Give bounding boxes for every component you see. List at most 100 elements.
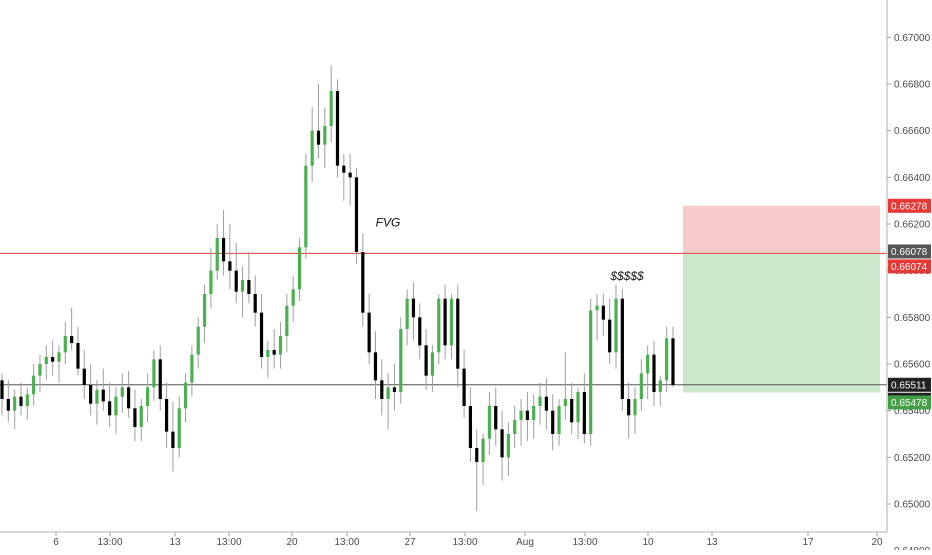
candle bbox=[297, 238, 302, 301]
candle-body bbox=[354, 177, 359, 252]
candle bbox=[234, 242, 238, 304]
candle bbox=[620, 289, 624, 411]
candle-body bbox=[418, 317, 422, 346]
candle-body bbox=[614, 298, 618, 353]
candle-body bbox=[190, 354, 194, 383]
candle-body bbox=[0, 380, 4, 399]
x-tick-label: 6 bbox=[53, 537, 59, 548]
take-profit-zone[interactable] bbox=[683, 252, 880, 393]
entry-price-tag: 0.66078 bbox=[888, 244, 931, 259]
candle bbox=[247, 252, 251, 304]
candle bbox=[665, 326, 669, 392]
candle bbox=[424, 329, 428, 390]
candle bbox=[608, 298, 612, 364]
candle bbox=[38, 354, 42, 392]
candle bbox=[392, 364, 397, 411]
candle bbox=[367, 294, 371, 364]
candle-body bbox=[658, 380, 662, 392]
candle bbox=[253, 275, 257, 327]
candle-body bbox=[437, 298, 441, 353]
candle bbox=[177, 396, 181, 458]
candle bbox=[51, 340, 55, 376]
candle bbox=[19, 382, 23, 416]
candle bbox=[399, 317, 403, 404]
candle bbox=[114, 387, 118, 434]
candle-body bbox=[551, 410, 555, 434]
candle bbox=[291, 275, 295, 322]
candle-body bbox=[608, 319, 612, 353]
candle bbox=[304, 154, 308, 259]
candle-body bbox=[456, 298, 460, 369]
candle-body bbox=[532, 406, 536, 420]
candle-body bbox=[114, 396, 118, 416]
candle-body bbox=[253, 294, 257, 313]
candle-body bbox=[487, 406, 492, 439]
candle bbox=[538, 382, 542, 425]
candle-body bbox=[44, 357, 48, 364]
candle-body bbox=[6, 399, 10, 411]
position-zones[interactable] bbox=[683, 205, 880, 393]
candle bbox=[646, 345, 650, 399]
candle-body bbox=[127, 387, 131, 409]
x-axis[interactable]: 6 13:00 13 13:00 20 13:00 27 13:00 Aug 13:00 10 13 1… bbox=[0, 531, 887, 548]
candle bbox=[196, 317, 200, 369]
candle-body bbox=[183, 382, 188, 409]
stop-loss-zone[interactable] bbox=[683, 205, 880, 253]
candle bbox=[278, 322, 283, 369]
candle-body bbox=[38, 364, 42, 376]
candle-body bbox=[519, 410, 523, 420]
entry-price-tag-bg bbox=[888, 244, 931, 259]
candle-body bbox=[76, 343, 80, 369]
current-price-tag-bg bbox=[888, 377, 931, 392]
x-tick-label: 20 bbox=[286, 537, 298, 548]
candle-body bbox=[475, 448, 479, 462]
candle-body bbox=[367, 312, 371, 353]
candle bbox=[563, 352, 567, 420]
candle-body bbox=[240, 280, 245, 292]
candle bbox=[405, 289, 409, 346]
candles bbox=[0, 65, 675, 511]
candle bbox=[506, 422, 510, 476]
candle bbox=[44, 345, 48, 381]
candle bbox=[32, 364, 36, 406]
candle bbox=[418, 303, 422, 360]
candle bbox=[481, 434, 485, 486]
candle-body bbox=[430, 352, 435, 376]
candle bbox=[500, 410, 504, 481]
candle-body bbox=[133, 408, 137, 427]
x-tick-label: 10 bbox=[642, 537, 654, 548]
candle-body bbox=[494, 406, 498, 430]
candle-body bbox=[500, 429, 504, 458]
candle bbox=[209, 247, 213, 308]
candle-body bbox=[329, 91, 333, 126]
candle bbox=[557, 399, 561, 446]
candle bbox=[532, 394, 536, 439]
candle-body bbox=[304, 165, 308, 248]
candle-body bbox=[57, 352, 61, 362]
candle bbox=[133, 389, 137, 441]
candle-body bbox=[285, 305, 289, 336]
candle bbox=[183, 373, 188, 423]
y-tick-label: 0.65800 bbox=[894, 313, 931, 324]
x-tick-label: 17 bbox=[802, 537, 814, 548]
y-tick-label: 0.65000 bbox=[894, 500, 931, 511]
candle bbox=[266, 340, 270, 378]
candle bbox=[627, 382, 631, 439]
candle bbox=[519, 399, 523, 446]
candle bbox=[373, 331, 378, 399]
candle bbox=[658, 375, 662, 406]
candle-body bbox=[671, 338, 675, 385]
candle bbox=[139, 399, 143, 441]
candle bbox=[13, 389, 17, 430]
candle-body bbox=[462, 368, 466, 406]
candle-body bbox=[297, 247, 302, 290]
candle bbox=[411, 282, 416, 341]
x-tick-label: 13 bbox=[169, 537, 181, 548]
candle bbox=[570, 382, 574, 434]
candle bbox=[437, 294, 441, 364]
candle bbox=[171, 401, 175, 472]
candle bbox=[0, 373, 4, 416]
candle bbox=[525, 392, 529, 441]
